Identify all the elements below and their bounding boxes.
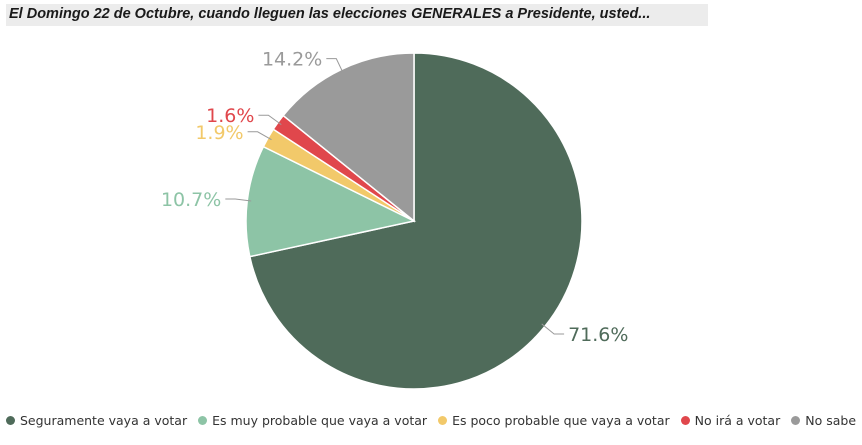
slice-value-label-2: 1.9% xyxy=(195,122,243,144)
legend-dot-icon xyxy=(5,416,15,425)
legend-item-3: No irá a votar xyxy=(680,413,781,428)
legend-item-4: No sabe xyxy=(791,413,856,428)
legend-item-2: Es poco probable que vaya a votar xyxy=(438,413,670,428)
legend-item-0: Seguramente vaya a votar xyxy=(5,413,188,428)
title-background xyxy=(6,4,708,26)
legend-label: Es poco probable que vaya a votar xyxy=(452,413,670,428)
legend-label: Es muy probable que vaya a votar xyxy=(212,413,428,428)
chart-legend: Seguramente vaya a votar Es muy probable … xyxy=(0,413,862,428)
leader-line-0 xyxy=(541,323,565,335)
legend-dot-icon xyxy=(680,416,690,425)
leader-line-4 xyxy=(326,58,344,74)
slice-value-label-3: 1.6% xyxy=(206,105,254,127)
slice-value-label-0: 71.6% xyxy=(568,324,628,346)
legend-dot-icon xyxy=(438,416,448,425)
legend-item-1: Es muy probable que vaya a votar xyxy=(198,413,427,428)
pie-chart: 71.6% 10.7% 1.9%1.6% 14.2% xyxy=(161,49,628,390)
legend-label: No sabe xyxy=(805,413,857,428)
legend-dot-icon xyxy=(198,416,208,425)
chart-title: El Domingo 22 de Octubre, cuando lleguen… xyxy=(9,6,651,22)
leader-line-1 xyxy=(225,198,252,202)
leader-line-3 xyxy=(258,114,282,126)
slice-value-label-4: 14.2% xyxy=(262,49,322,71)
legend-dot-icon xyxy=(791,416,801,425)
legend-label: No irá a votar xyxy=(694,413,781,428)
slice-value-label-1: 10.7% xyxy=(161,189,221,211)
legend-label: Seguramente vaya a votar xyxy=(19,413,188,428)
leader-line-2 xyxy=(247,131,272,141)
